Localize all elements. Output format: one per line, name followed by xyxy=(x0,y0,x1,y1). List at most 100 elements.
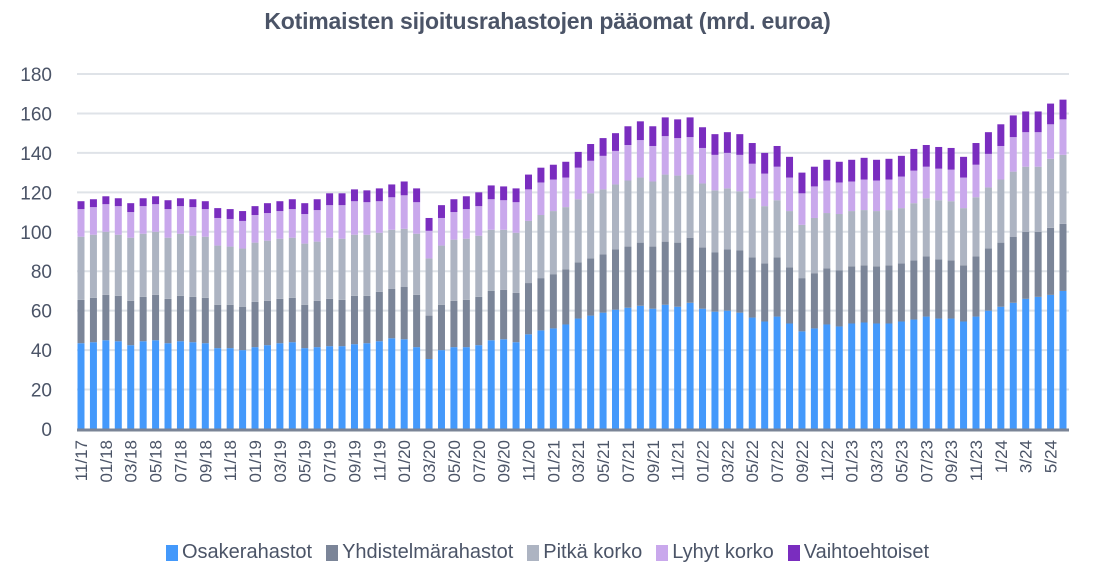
x-tick-label: 05/20 xyxy=(445,440,464,483)
bar-segment xyxy=(189,235,197,297)
x-tick-label: 07/19 xyxy=(321,440,340,483)
chart-title: Kotimaisten sijoitusrahastojen pääomat (… xyxy=(264,8,831,34)
bar-segment xyxy=(661,136,669,175)
bar-stack xyxy=(873,159,881,429)
bar-segment xyxy=(276,343,284,429)
bar-segment xyxy=(462,196,470,210)
bar-segment xyxy=(723,132,731,153)
bar-segment xyxy=(475,206,483,236)
x-tick-label: 05/18 xyxy=(147,440,166,483)
bar-segment xyxy=(1022,231,1030,299)
bar-segment xyxy=(1009,171,1017,237)
bar-segment xyxy=(835,182,843,215)
bar-segment xyxy=(922,166,930,199)
bar-stack xyxy=(276,201,284,429)
bar-segment xyxy=(897,208,905,264)
bar-segment xyxy=(848,323,856,429)
bar-segment xyxy=(624,180,632,247)
bar-segment xyxy=(288,237,296,298)
x-tick-label: 09/20 xyxy=(495,440,514,483)
bar-segment xyxy=(1034,166,1042,232)
bar-stack xyxy=(313,199,321,429)
bar-segment xyxy=(239,306,247,351)
x-tick-label: 07/21 xyxy=(619,440,638,483)
bar-segment xyxy=(786,323,794,429)
bar-segment xyxy=(922,145,930,167)
bar-segment xyxy=(189,207,197,236)
bar-segment xyxy=(251,215,259,243)
bar-segment xyxy=(201,297,209,344)
bar-segment xyxy=(1022,132,1030,167)
bar-segment xyxy=(960,208,968,266)
bar-segment xyxy=(89,234,97,298)
bar-stack xyxy=(549,164,557,429)
bar-segment xyxy=(711,134,719,155)
bar-segment xyxy=(239,350,247,429)
bar-segment xyxy=(761,206,769,264)
bar-stack xyxy=(512,188,520,429)
bar-segment xyxy=(500,229,508,290)
bar-segment xyxy=(114,198,122,207)
bar-segment xyxy=(885,210,893,266)
bar-segment xyxy=(636,121,644,141)
bar-segment xyxy=(897,155,905,177)
bar-segment xyxy=(860,265,868,323)
bar-segment xyxy=(450,347,458,429)
bar-segment xyxy=(960,265,968,322)
bar-segment xyxy=(723,249,731,311)
x-tick-label: 11/18 xyxy=(221,440,240,481)
x-tick-label: 03/23 xyxy=(868,440,887,483)
bar-segment xyxy=(413,188,421,203)
bar-segment xyxy=(549,164,557,180)
bar-segment xyxy=(761,321,769,429)
bar-segment xyxy=(1022,166,1030,232)
bar-segment xyxy=(835,270,843,327)
bar-segment xyxy=(699,247,707,309)
bar-segment xyxy=(686,302,694,429)
legend-item: Vaihtoehtoiset xyxy=(787,541,929,564)
bar-segment xyxy=(773,316,781,429)
bar-segment xyxy=(338,346,346,429)
bar-segment xyxy=(686,137,694,175)
bar-segment xyxy=(338,238,346,300)
bar-segment xyxy=(475,192,483,207)
bar-segment xyxy=(823,213,831,269)
bar-segment xyxy=(239,211,247,221)
bar-segment xyxy=(910,203,918,261)
bar-segment xyxy=(761,173,769,207)
bar-segment xyxy=(201,209,209,237)
bar-segment xyxy=(786,177,794,212)
bar-segment xyxy=(649,181,657,247)
bar-stack xyxy=(674,119,682,429)
bar-segment xyxy=(599,138,607,156)
bar-stack xyxy=(239,211,247,429)
bar-segment xyxy=(686,237,694,303)
bar-segment xyxy=(301,203,309,215)
bar-stack xyxy=(848,159,856,429)
bar-stack xyxy=(437,205,445,429)
bar-segment xyxy=(736,134,744,155)
bar-segment xyxy=(338,299,346,347)
bar-segment xyxy=(661,304,669,429)
bar-segment xyxy=(139,206,147,234)
y-tick-label: 120 xyxy=(20,183,52,204)
bar-segment xyxy=(127,300,135,346)
bar-segment xyxy=(77,201,85,210)
bar-segment xyxy=(524,174,532,190)
bar-segment xyxy=(1034,132,1042,167)
bar-stack xyxy=(152,196,160,429)
y-tick-label: 40 xyxy=(31,341,52,362)
bar-segment xyxy=(984,153,992,188)
bar-segment xyxy=(176,198,184,207)
bar-segment xyxy=(152,340,160,429)
bar-segment xyxy=(798,331,806,429)
bar-segment xyxy=(537,182,545,216)
bar-segment xyxy=(363,295,371,344)
bar-segment xyxy=(935,146,943,169)
y-tick-label: 180 xyxy=(20,65,52,86)
bar-stack xyxy=(77,201,85,429)
bar-stack xyxy=(214,208,222,429)
bar-segment xyxy=(102,196,110,205)
bar-stack xyxy=(176,198,184,429)
bar-segment xyxy=(636,242,644,306)
